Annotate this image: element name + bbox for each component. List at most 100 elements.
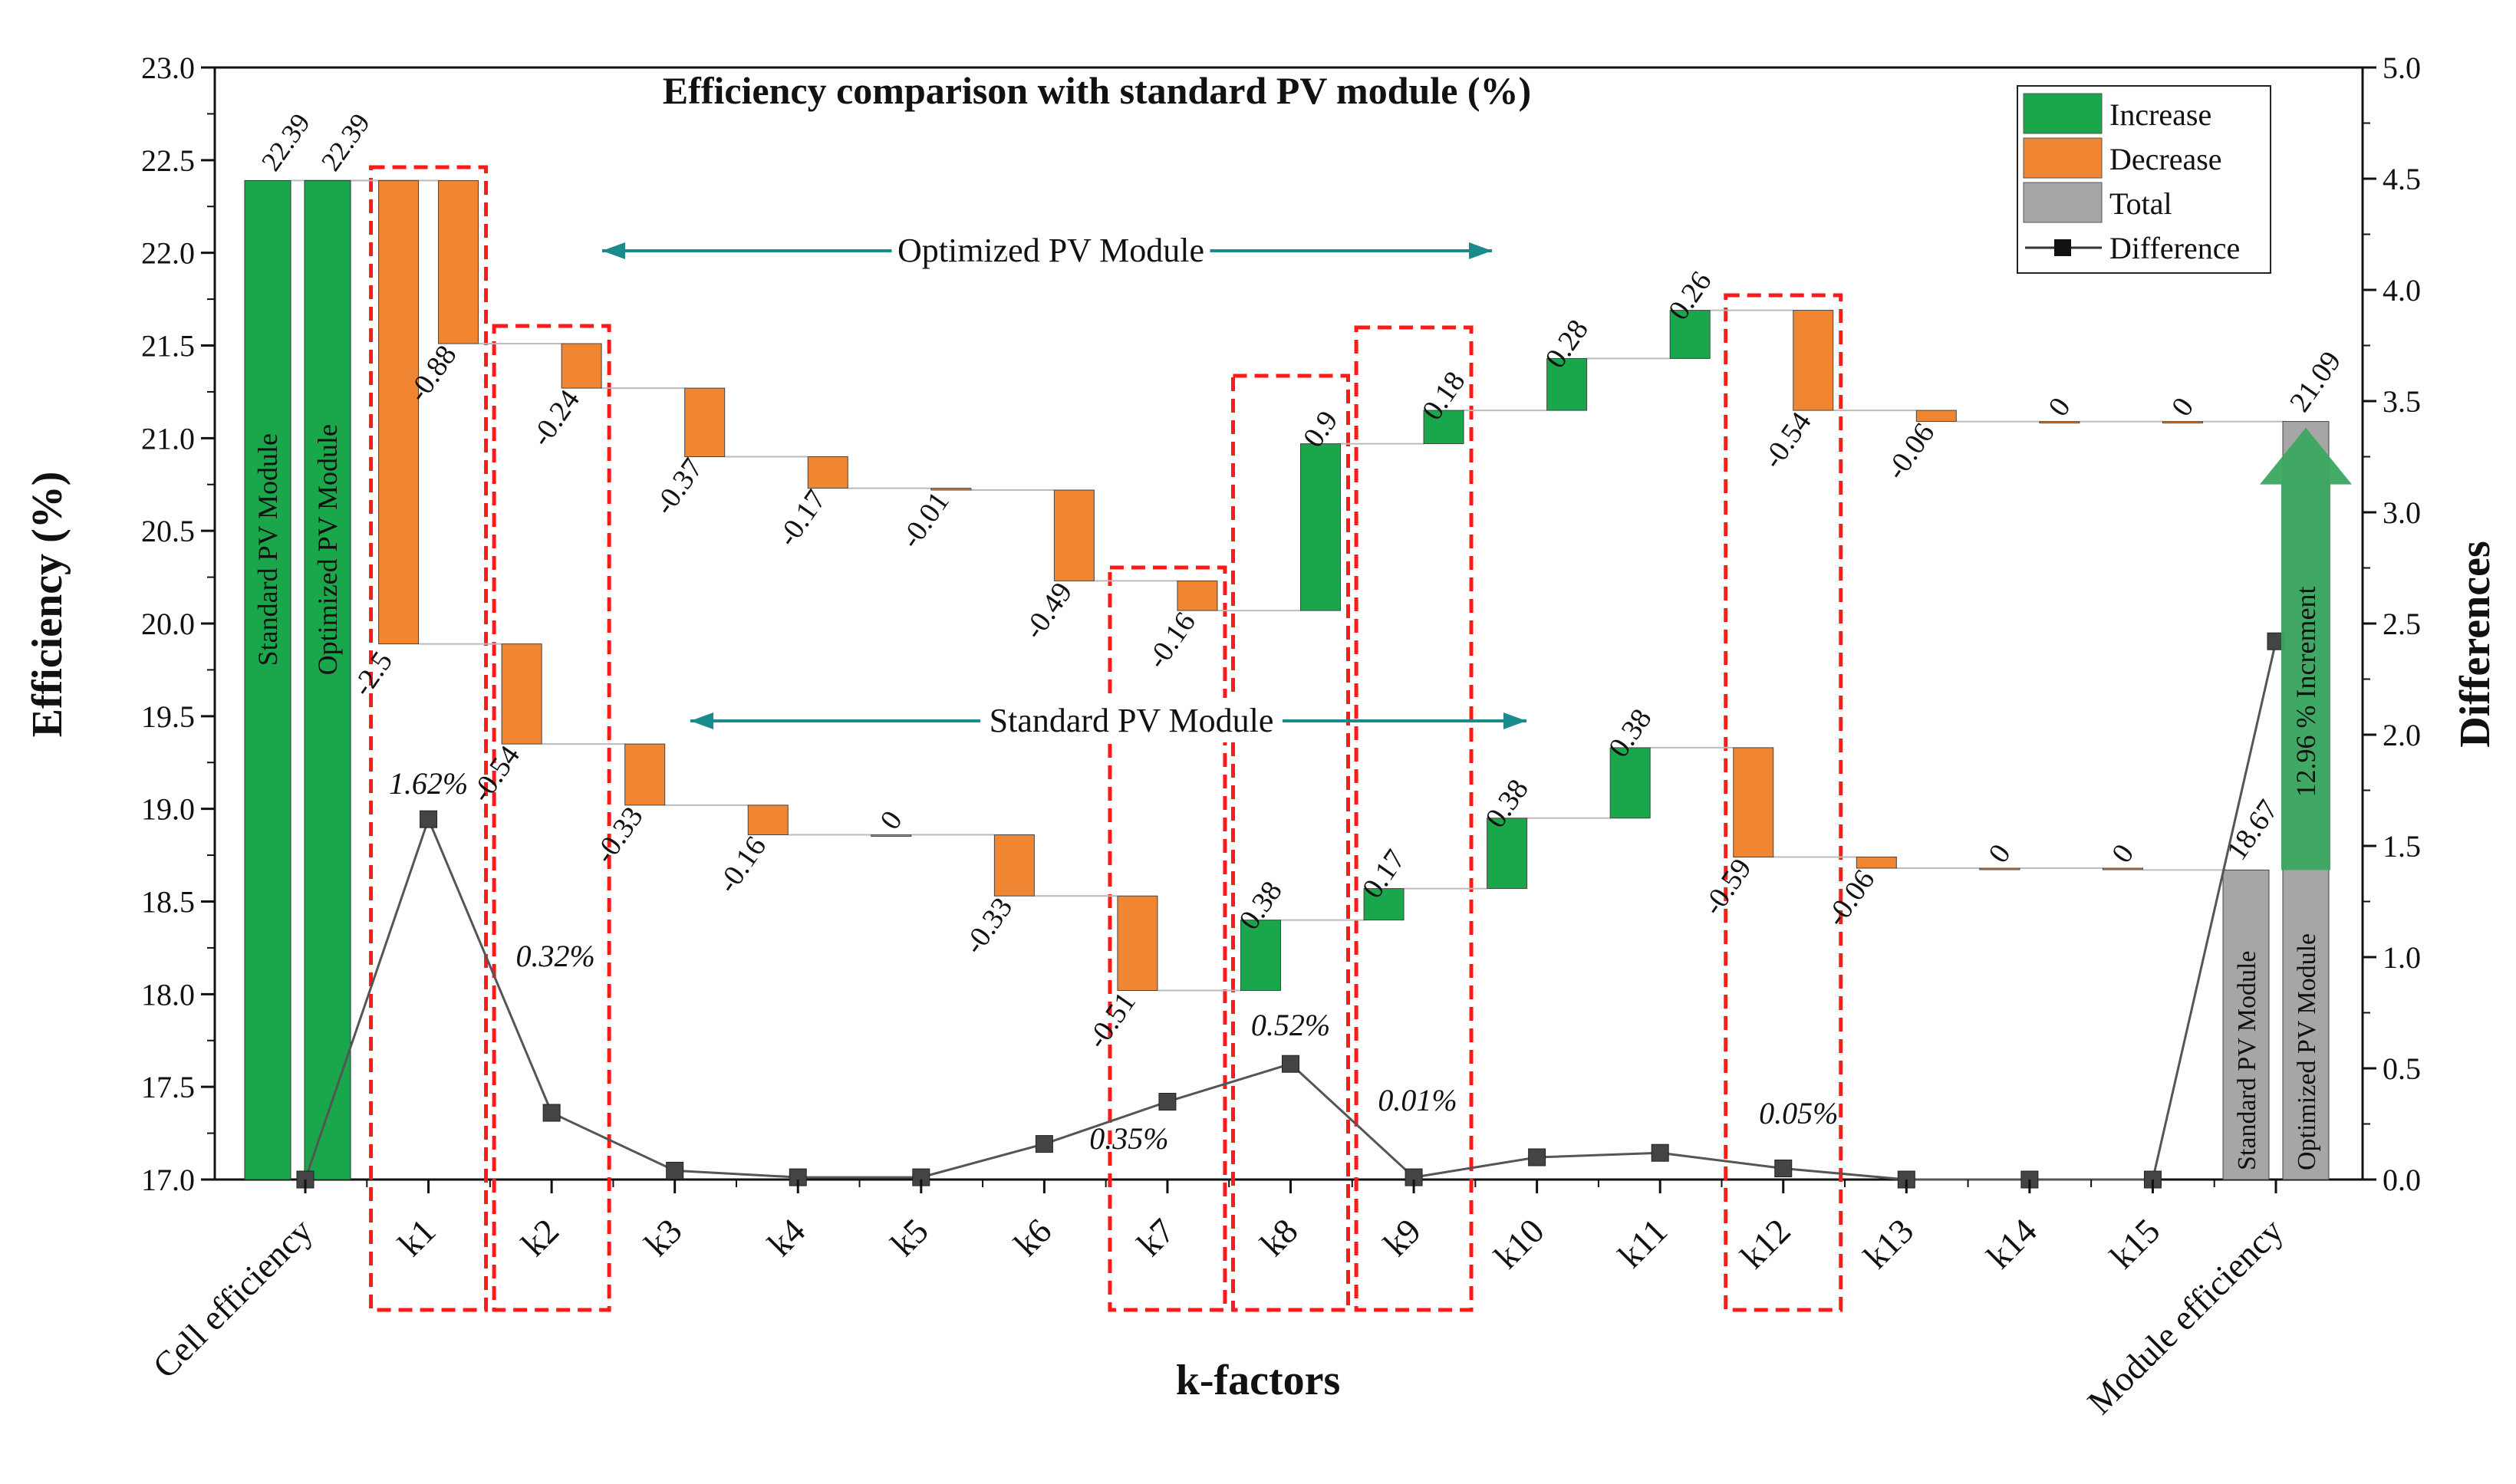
bar-k15-standard (2102, 867, 2143, 870)
bar-k3-standard (624, 743, 666, 806)
highlight-label-k8: 0.52% (1251, 1008, 1330, 1042)
x-tick-label: Cell efficiency (145, 1211, 320, 1386)
bar-value-label: -0.06 (1820, 864, 1882, 933)
bar-end-inner-label: Standard PV Module (2233, 951, 2261, 1170)
bar-value-label: -0.16 (1141, 607, 1202, 675)
increment-arrow-body (2281, 482, 2330, 870)
y2-tick-label: 4.5 (2383, 162, 2421, 196)
highlight-label-k9: 0.01% (1378, 1083, 1457, 1117)
bar-value-label: -0.54 (1757, 406, 1818, 475)
y2-axis-label: Differences (2452, 541, 2499, 748)
bar-value-label: -0.59 (1697, 853, 1758, 921)
bar-k15-optimized (2162, 421, 2203, 424)
y-tick-label: 17.0 (141, 1163, 195, 1197)
bar-value-label: 0 (874, 805, 908, 836)
bar-value-label: -0.49 (1018, 577, 1079, 645)
difference-point-k12 (1774, 1160, 1793, 1177)
y2-tick-label: 3.0 (2383, 495, 2421, 530)
arrow-label: Standard PV Module (990, 702, 1274, 739)
y-tick-label: 18.5 (141, 885, 195, 920)
x-tick-label: k4 (760, 1211, 813, 1264)
y-tick-label: 20.5 (141, 514, 195, 548)
legend-swatch-decrease (2023, 137, 2103, 179)
bar-value-label: -0.33 (958, 892, 1019, 960)
difference-point-k11 (1651, 1143, 1669, 1162)
bar-k6-optimized (1053, 489, 1095, 581)
x-tick-label: k15 (2103, 1211, 2168, 1276)
x-tick-label: k11 (1611, 1211, 1675, 1275)
bar-value-label: -2.5 (346, 646, 399, 702)
y-tick-label: 22.5 (141, 143, 195, 178)
bar-value-label: 0 (1982, 838, 2017, 869)
x-tick-label: k9 (1376, 1211, 1429, 1264)
x-tick-label: k10 (1487, 1211, 1552, 1276)
y2-tick-label: 3.5 (2383, 384, 2421, 419)
highlight-label-k7: 0.35% (1089, 1121, 1168, 1156)
bar-k1-standard (378, 179, 420, 645)
bar-value-label: -0.37 (648, 452, 710, 521)
bar-k9-optimized (1423, 410, 1464, 445)
legend-swatch-increase (2023, 93, 2103, 134)
highlight-label-k12: 0.05% (1759, 1096, 1838, 1130)
bar-k3-optimized (684, 387, 726, 458)
difference-point-k3 (666, 1161, 684, 1180)
connector-lines (291, 179, 2286, 992)
annotations: 12.96 % Increment Optimized PV Module Stan… (389, 228, 2352, 1156)
bar-k14-standard (1979, 867, 2020, 870)
x-tick-label: k12 (1733, 1211, 1798, 1276)
legend-label-decrease: Decrease (2109, 142, 2222, 176)
difference-point-k2 (542, 1104, 561, 1122)
arrow-head-left (602, 242, 625, 259)
x-tick-label: k8 (1253, 1211, 1306, 1264)
bar-value-label: 0 (2106, 838, 2140, 869)
bar-k8-standard (1240, 920, 1281, 991)
bar-k13-standard (1856, 857, 1897, 869)
titles: Efficiency comparison with standard PV m… (24, 69, 2499, 1404)
bar-k14-optimized (2039, 421, 2080, 424)
bar-k11-optimized (1669, 310, 1711, 359)
y-axis-label: Efficiency (%) (24, 472, 71, 738)
legend: Increase Decrease Total Difference (2017, 85, 2271, 274)
arrow-head-left (690, 712, 713, 729)
y2-tick-label: 1.5 (2383, 829, 2421, 864)
bar-value-label: -0.06 (1880, 417, 1941, 485)
x-tick-label: k13 (1856, 1211, 1922, 1276)
arrow-head-right (1503, 712, 1526, 729)
bar-k10-standard (1487, 818, 1528, 890)
y-tick-label: 21.0 (141, 421, 195, 456)
arrow-label-bg (891, 228, 1210, 272)
y-tick-label: 17.5 (141, 1070, 195, 1104)
y-tick-label: 18.0 (141, 977, 195, 1012)
bar-value-label: -0.17 (772, 484, 833, 552)
y-tick-label: 23.0 (141, 51, 195, 85)
increment-arrow-head (2260, 427, 2352, 485)
bar-k7-optimized (1177, 580, 1218, 611)
highlight-label-k1: 1.62% (389, 766, 468, 801)
bar-value-label: 0 (2042, 392, 2076, 423)
highlight-boxes (369, 165, 1843, 1312)
y-tick-label: 21.5 (141, 329, 195, 364)
bar-end-value-label: 21.09 (2284, 346, 2347, 418)
legend-label-total: Total (2109, 186, 2172, 221)
x-tick-label: k3 (637, 1211, 690, 1264)
arrow-label-bg (980, 698, 1283, 742)
bar-k13-optimized (1915, 410, 1957, 423)
difference-point-k10 (1528, 1148, 1546, 1166)
highlight-box-k1 (369, 165, 489, 1312)
chart-title: Efficiency comparison with standard PV m… (663, 69, 1531, 112)
bar-k5-optimized (930, 488, 972, 491)
y-tick-label: 19.0 (141, 792, 195, 827)
bars (244, 179, 2330, 1180)
bar-k11-standard (1609, 747, 1651, 819)
x-tick-label: k5 (883, 1211, 936, 1264)
highlight-box-k8 (1231, 373, 1350, 1312)
bar-value-label: -0.16 (712, 831, 773, 899)
x-tick-label: k6 (1006, 1211, 1059, 1264)
difference-point-k7 (1158, 1093, 1177, 1111)
legend-swatch-total (2023, 182, 2103, 223)
bar-value-label: -0.24 (525, 384, 586, 452)
bar-k10-optimized (1546, 357, 1588, 411)
bar-k4-optimized (807, 456, 848, 489)
highlight-box-k12 (1724, 293, 1843, 1312)
y2-tick-label: 5.0 (2383, 51, 2421, 85)
